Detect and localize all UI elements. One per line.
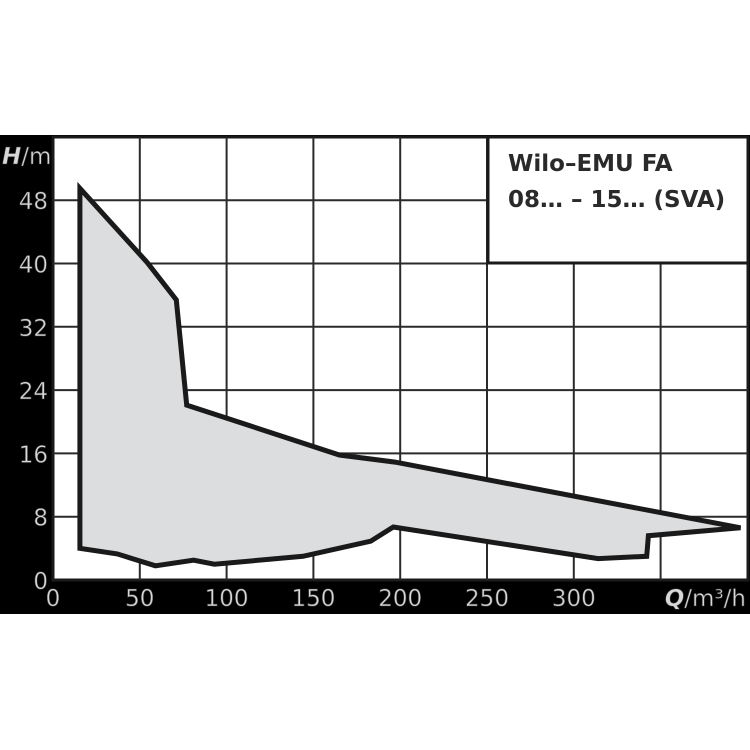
x-tick-label: 200	[378, 586, 422, 612]
legend-frame	[486, 135, 750, 265]
operating-range-polygon	[77, 181, 741, 569]
y-tick-label: 24	[19, 379, 48, 405]
y-tick-label: 8	[33, 506, 48, 532]
x-tick-label: 50	[125, 586, 154, 612]
x-axis-label: Q/m³/h	[665, 586, 746, 612]
y-axis-ticks: 0 8 16 24 32 40 48	[18, 189, 48, 595]
y-tick-label: 48	[19, 189, 48, 215]
y-axis-label: H/m	[2, 144, 51, 170]
y-tick-label: 0	[33, 569, 48, 595]
y-tick-label: 40	[19, 253, 48, 279]
operating-range-area	[77, 181, 741, 569]
x-tick-label: 250	[465, 586, 509, 612]
x-axis-ticks: 0 50 100 150 200 250 300	[45, 586, 596, 613]
x-tick-label: 300	[552, 586, 596, 612]
y-tick-label: 16	[19, 442, 48, 468]
x-tick-label: 150	[291, 586, 335, 612]
x-tick-label: 0	[46, 586, 61, 612]
legend-title-line-2: 08… – 15… (SVA)	[508, 187, 725, 213]
x-tick-label: 100	[205, 586, 249, 612]
y-tick-label: 32	[19, 316, 48, 342]
axis-labels: H/m Q/m³/h	[2, 144, 747, 613]
legend-title-line-1: Wilo–EMU FA	[508, 151, 673, 177]
legend-box: Wilo–EMU FA 08… – 15… (SVA)	[486, 135, 750, 265]
